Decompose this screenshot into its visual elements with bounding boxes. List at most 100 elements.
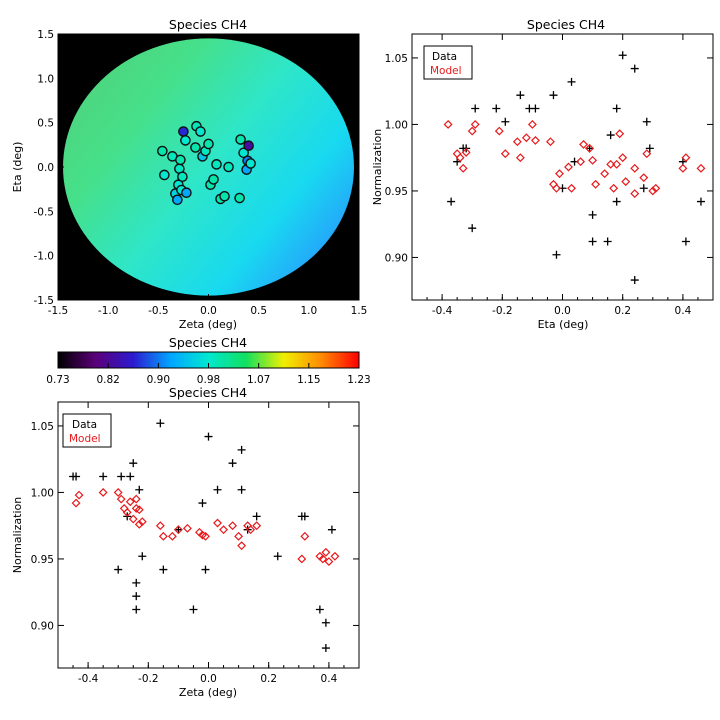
zeta-model-point-0 bbox=[71, 498, 81, 508]
eta-data-point-20 bbox=[606, 131, 615, 140]
colorbar-ticks: 0.73 0.82 0.90 0.98 1.07 1.15 1.23 bbox=[46, 363, 371, 386]
eta-model-point-2 bbox=[455, 153, 465, 163]
map-point-4 bbox=[172, 194, 183, 206]
eta-model-point-38 bbox=[678, 163, 688, 173]
eta-legend-data: Data bbox=[432, 51, 457, 63]
zeta-data-point-14 bbox=[159, 565, 168, 574]
eta-legend-model: Model bbox=[430, 65, 462, 77]
eta-data-point-18 bbox=[588, 237, 597, 246]
zeta-model-point-7 bbox=[125, 497, 135, 507]
eta-y-label: Normalization bbox=[371, 129, 384, 205]
zeta-model-point-24 bbox=[228, 521, 238, 531]
map-point-30 bbox=[243, 140, 254, 152]
eta-data-point-21 bbox=[612, 197, 621, 206]
eta-model-point-0 bbox=[443, 119, 453, 129]
zeta-model-point-3 bbox=[113, 487, 123, 497]
eta-data-point-7 bbox=[501, 117, 510, 126]
eta-ticks: -0.4 -0.2 0.0 0.2 0.4 0.90 0.95 1.00 1.05 bbox=[385, 34, 714, 317]
map-point-1 bbox=[159, 169, 170, 181]
zeta-model-point-13 bbox=[137, 517, 147, 527]
map-point-10 bbox=[178, 126, 189, 137]
map-point-13 bbox=[190, 142, 201, 153]
map-point-11 bbox=[180, 135, 191, 146]
map-x-tick-label-1: -1.0 bbox=[98, 305, 119, 317]
eta-model-point-29 bbox=[615, 129, 625, 139]
eta-x-tick-label-0: -0.4 bbox=[432, 305, 453, 317]
zeta-data-point-1 bbox=[72, 472, 81, 481]
map-y-tick-label-6: 1.5 bbox=[37, 29, 54, 41]
eta-model-point-15 bbox=[549, 179, 558, 189]
map-point-12 bbox=[181, 187, 192, 199]
eta-model-point-30 bbox=[618, 153, 628, 163]
eta-model-point-32 bbox=[630, 163, 640, 173]
zeta-data-point-11 bbox=[135, 485, 144, 494]
map-y-tick-label-5: 1.0 bbox=[37, 73, 54, 85]
zeta-data-point-3 bbox=[114, 565, 123, 574]
map-point-21 bbox=[211, 159, 222, 170]
zeta-y-tick-label-0: 0.90 bbox=[31, 620, 54, 632]
zeta-legend-model: Model bbox=[69, 433, 101, 445]
zeta-y-tick-label-3: 1.05 bbox=[31, 421, 54, 433]
eta-model-point-18 bbox=[564, 162, 573, 172]
eta-data-point-4 bbox=[468, 224, 477, 233]
zeta-model-point-23 bbox=[219, 525, 228, 535]
eta-data-point-0 bbox=[447, 197, 456, 206]
zeta-x-tick-label-3: 0.2 bbox=[260, 673, 277, 685]
map-y-tick-label-2: -0.5 bbox=[34, 206, 55, 218]
zeta-data-point-20 bbox=[213, 485, 222, 494]
eta-model-point-28 bbox=[612, 159, 622, 169]
eta-model-point-8 bbox=[500, 149, 510, 159]
zeta-data-point-17 bbox=[198, 499, 207, 508]
eta-model-point-22 bbox=[585, 143, 595, 153]
eta-model-point-24 bbox=[591, 179, 601, 189]
zeta-model-point-29 bbox=[252, 521, 262, 531]
eta-model-point-11 bbox=[521, 133, 531, 143]
zeta-data-point-30 bbox=[321, 618, 330, 627]
zeta-model-point-1 bbox=[74, 490, 84, 500]
zeta-model-point-10 bbox=[131, 494, 141, 504]
eta-model-point-27 bbox=[609, 183, 619, 193]
map-point-26 bbox=[235, 134, 246, 145]
eta-x-tick-label-1: -0.2 bbox=[492, 305, 513, 317]
map-point-20 bbox=[208, 174, 219, 185]
eta-x-tick-label-3: 0.2 bbox=[614, 305, 631, 317]
zeta-x-tick-label-2: 0.0 bbox=[200, 673, 217, 685]
eta-data-point-17 bbox=[588, 210, 597, 219]
map-point-31 bbox=[245, 158, 256, 169]
eta-x-tick-label-2: 0.0 bbox=[554, 305, 571, 317]
zeta-data-point-26 bbox=[273, 552, 282, 561]
map-x-tick-label-2: -0.5 bbox=[148, 305, 169, 317]
zeta-data-point-25 bbox=[252, 512, 261, 521]
zeta-ticks: -0.4 -0.2 0.0 0.2 0.4 0.90 0.95 1.00 1.05 bbox=[31, 402, 360, 685]
zeta-model-point-21 bbox=[201, 531, 210, 541]
eta-model-point-4 bbox=[461, 147, 471, 157]
eta-marks bbox=[443, 51, 706, 285]
colorbar-tick-label-0: 0.73 bbox=[46, 374, 69, 386]
eta-model-point-6 bbox=[470, 119, 480, 129]
zeta-legend: Data Model bbox=[62, 413, 112, 448]
eta-x-tick-label-4: 0.4 bbox=[675, 305, 692, 317]
eta-y-tick-label-2: 1.00 bbox=[385, 119, 408, 131]
zeta-data-point-22 bbox=[237, 445, 246, 454]
map-y-label: Eta (deg) bbox=[11, 142, 24, 193]
zeta-model-point-11 bbox=[134, 519, 144, 529]
zeta-data-point-21 bbox=[228, 459, 237, 468]
zeta-data-point-31 bbox=[321, 644, 330, 653]
zeta-y-tick-label-2: 1.00 bbox=[31, 487, 54, 499]
eta-model-point-17 bbox=[555, 169, 564, 179]
zeta-model-point-12 bbox=[134, 505, 144, 515]
zeta-data-point-4 bbox=[117, 472, 126, 481]
zeta-model-point-8 bbox=[128, 514, 138, 524]
zeta-x-tick-label-0: -0.4 bbox=[78, 673, 99, 685]
zeta-model-point-34 bbox=[321, 547, 331, 557]
zeta-model-point-18 bbox=[182, 523, 192, 533]
zeta-model-point-5 bbox=[119, 503, 129, 513]
colorbar-tick-label-6: 1.23 bbox=[347, 374, 370, 386]
map-y-tick-label-3: 0.0 bbox=[37, 162, 54, 174]
eta-data-point-16 bbox=[585, 144, 594, 153]
map-x-tick-label-0: -1.5 bbox=[48, 305, 69, 317]
zeta-marks bbox=[69, 419, 340, 653]
zeta-y-label: Normalization bbox=[11, 497, 24, 573]
eta-model-point-25 bbox=[600, 169, 610, 179]
zeta-model-point-15 bbox=[158, 531, 168, 541]
